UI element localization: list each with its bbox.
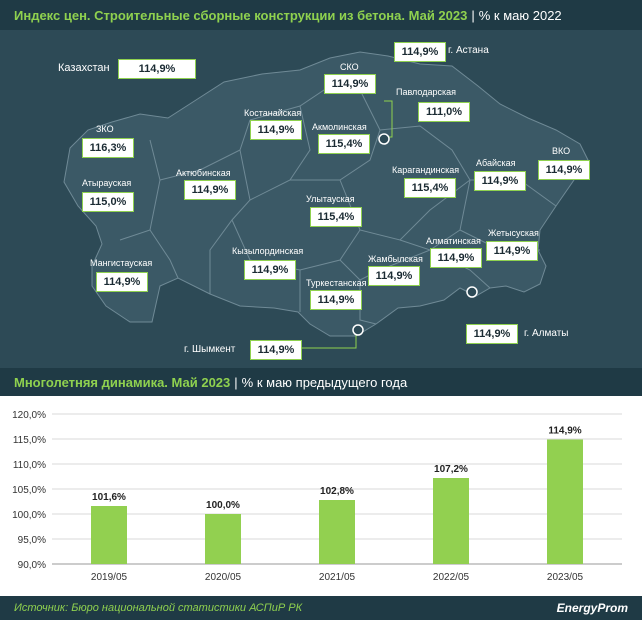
region-name: Кызылординская: [232, 246, 304, 256]
x-tick-label: 2021/05: [319, 572, 356, 583]
region-name: Атырауская: [82, 178, 132, 188]
region-name: Карагандинская: [392, 165, 460, 175]
map-title-separator: |: [471, 8, 475, 23]
map-title: Индекс цен. Строительные сборные констру…: [14, 8, 562, 23]
region-name: Алматинская: [426, 236, 481, 246]
data-label: 114,9%: [548, 426, 581, 437]
region-value: 114,9%: [486, 241, 538, 261]
region-value: 115,4%: [318, 134, 370, 154]
footer: Источник: Бюро национальной статистики А…: [0, 596, 642, 620]
region-value: 115,4%: [404, 178, 456, 198]
bar-chart: 90,0% 95,0% 100,0% 105,0% 110,0% 115,0% 120,0%…: [12, 410, 622, 583]
region-value: 114,9%: [310, 290, 362, 310]
region-border: [249, 105, 311, 201]
energyprom-logo: EnergyProm: [556, 601, 628, 615]
region-border: [119, 139, 161, 241]
y-tick-label: 95,0%: [18, 535, 46, 546]
city-marker-shymkent: [352, 324, 364, 336]
region-border: [399, 179, 471, 251]
bar: [433, 478, 469, 564]
region-name: ВКО: [552, 146, 571, 156]
y-tick-label: 120,0%: [12, 410, 46, 421]
city-value-astana: 114,9%: [394, 42, 446, 62]
chart-title: Многолетняя динамика. Май 2023 |% к маю п…: [14, 375, 407, 390]
leader-line-shymkent: [300, 334, 357, 349]
region-value: 114,9%: [538, 160, 590, 180]
y-tick-label: 105,0%: [12, 485, 46, 496]
y-tick-label: 110,0%: [13, 460, 46, 471]
region-border: [379, 125, 471, 181]
city-value-shymkent: 114,9%: [250, 340, 302, 360]
region-name: Жамбылская: [368, 254, 423, 264]
region-value: 114,9%: [250, 120, 302, 140]
region-border: [149, 229, 179, 279]
x-tick-label: 2019/05: [91, 572, 128, 583]
bar-chart-area: 90,0% 95,0% 100,0% 105,0% 110,0% 115,0% 120,0%…: [0, 396, 642, 596]
region-name: Жетысуская: [488, 228, 539, 238]
region-value: 114,9%: [474, 171, 526, 191]
bar: [319, 500, 355, 564]
city-value-almaty: 114,9%: [466, 324, 518, 344]
kazakhstan-value: 114,9%: [118, 59, 196, 79]
chart-header: Многолетняя динамика. Май 2023 |% к маю п…: [0, 368, 642, 396]
x-tick-label: 2022/05: [433, 572, 470, 583]
chart-title-separator: |: [234, 375, 238, 390]
kazakhstan-label: Казахстан: [58, 62, 110, 74]
region-name: Акмолинская: [312, 122, 367, 132]
region-name: Улытауская: [306, 194, 355, 204]
map-title-text: Индекс цен. Строительные сборные констру…: [14, 8, 468, 23]
city-marker-astana: [378, 133, 390, 145]
region-value: 114,9%: [184, 180, 236, 200]
region-value: 114,9%: [96, 272, 148, 292]
source-text: Источник: Бюро национальной статистики А…: [14, 602, 303, 614]
city-name-almaty: г. Алматы: [524, 328, 569, 339]
data-label: 107,2%: [434, 464, 468, 475]
bar: [547, 439, 583, 564]
region-value: 114,9%: [368, 266, 420, 286]
region-border: [159, 119, 251, 181]
bar: [91, 506, 127, 564]
data-label: 102,8%: [320, 486, 354, 497]
region-name: ЗКО: [96, 124, 114, 134]
x-tick-label: 2023/05: [547, 572, 584, 583]
region-name: Костанайская: [244, 108, 302, 118]
region-name: Павлодарская: [396, 87, 456, 97]
region-value: 114,9%: [430, 248, 482, 268]
kazakhstan-map: Казахстан 114,9% ЗКО 116,3% Атырауская 1…: [0, 30, 642, 368]
chart-subtitle: % к маю предыдущего года: [241, 375, 408, 390]
city-name-shymkent: г. Шымкент: [184, 344, 236, 355]
region-name: Туркестанская: [306, 278, 367, 288]
map-subtitle: % к маю 2022: [478, 8, 562, 23]
region-value: 114,9%: [244, 260, 296, 280]
y-tick-label: 115,0%: [13, 435, 46, 446]
region-name: СКО: [340, 62, 359, 72]
region-name: Мангистауская: [90, 258, 153, 268]
city-marker-almaty: [466, 286, 478, 298]
map-header: Индекс цен. Строительные сборные констру…: [0, 0, 642, 30]
region-border: [290, 89, 381, 181]
region-name: Абайская: [476, 158, 516, 168]
region-name: Актюбинская: [176, 168, 231, 178]
x-tick-label: 2020/05: [205, 572, 242, 583]
city-name-astana: г. Астана: [448, 45, 489, 56]
data-label: 101,6%: [92, 492, 126, 503]
data-label: 100,0%: [206, 500, 240, 511]
region-value: 111,0%: [418, 102, 470, 122]
region-value: 114,9%: [324, 74, 376, 94]
region-value: 115,0%: [82, 192, 134, 212]
chart-title-text: Многолетняя динамика. Май 2023: [14, 375, 231, 390]
region-value: 115,4%: [310, 207, 362, 227]
region-value: 116,3%: [82, 138, 134, 158]
y-tick-label: 100,0%: [12, 510, 46, 521]
y-tick-label: 90,0%: [18, 560, 46, 571]
bar: [205, 514, 241, 564]
